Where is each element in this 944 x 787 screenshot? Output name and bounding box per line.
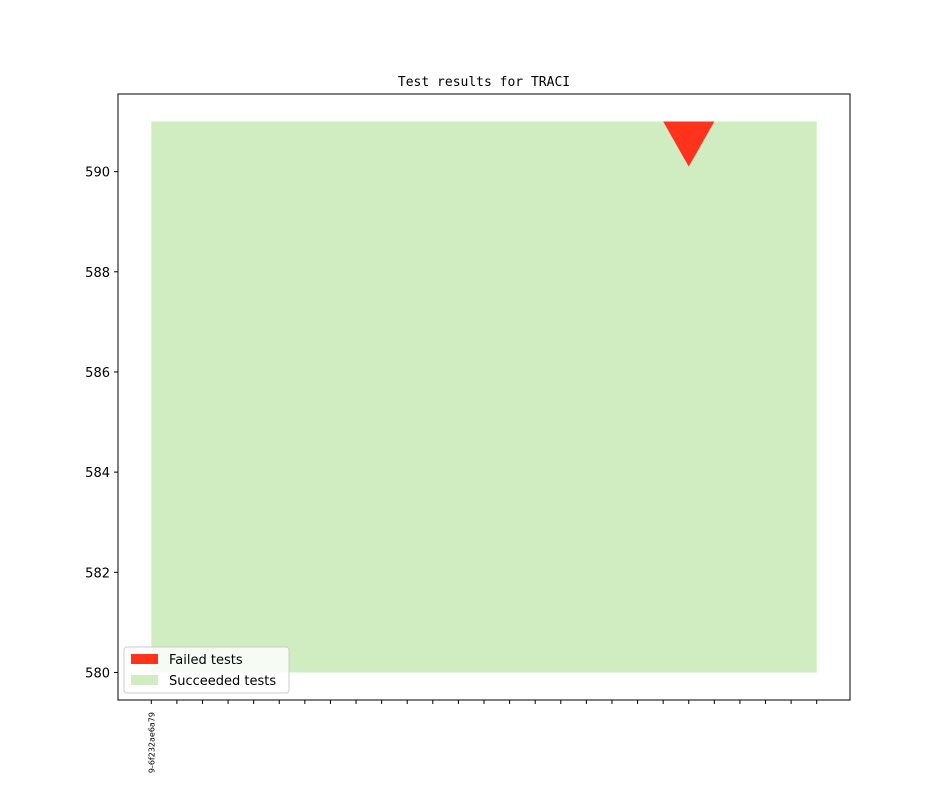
- y-tick-label: 580: [85, 666, 110, 681]
- legend: Failed tests Succeeded tests: [123, 646, 290, 694]
- legend-label: Failed tests: [169, 653, 243, 668]
- x-tick-label: 9-6f232ae6a79: [147, 712, 156, 773]
- y-tick-label: 584: [85, 466, 110, 481]
- area: [151, 121, 817, 167]
- y-tick-label: 582: [85, 566, 110, 581]
- chart-title: Test results for TRACI: [398, 75, 570, 90]
- y-tick-label: 586: [85, 366, 110, 381]
- y-tick-label: 590: [85, 166, 110, 181]
- legend-swatch: [131, 675, 158, 685]
- legend-label: Succeeded tests: [169, 674, 276, 689]
- legend-box: [123, 646, 290, 694]
- y-tick-label: 588: [85, 266, 110, 281]
- area: [151, 121, 817, 673]
- legend-swatch: [131, 654, 158, 664]
